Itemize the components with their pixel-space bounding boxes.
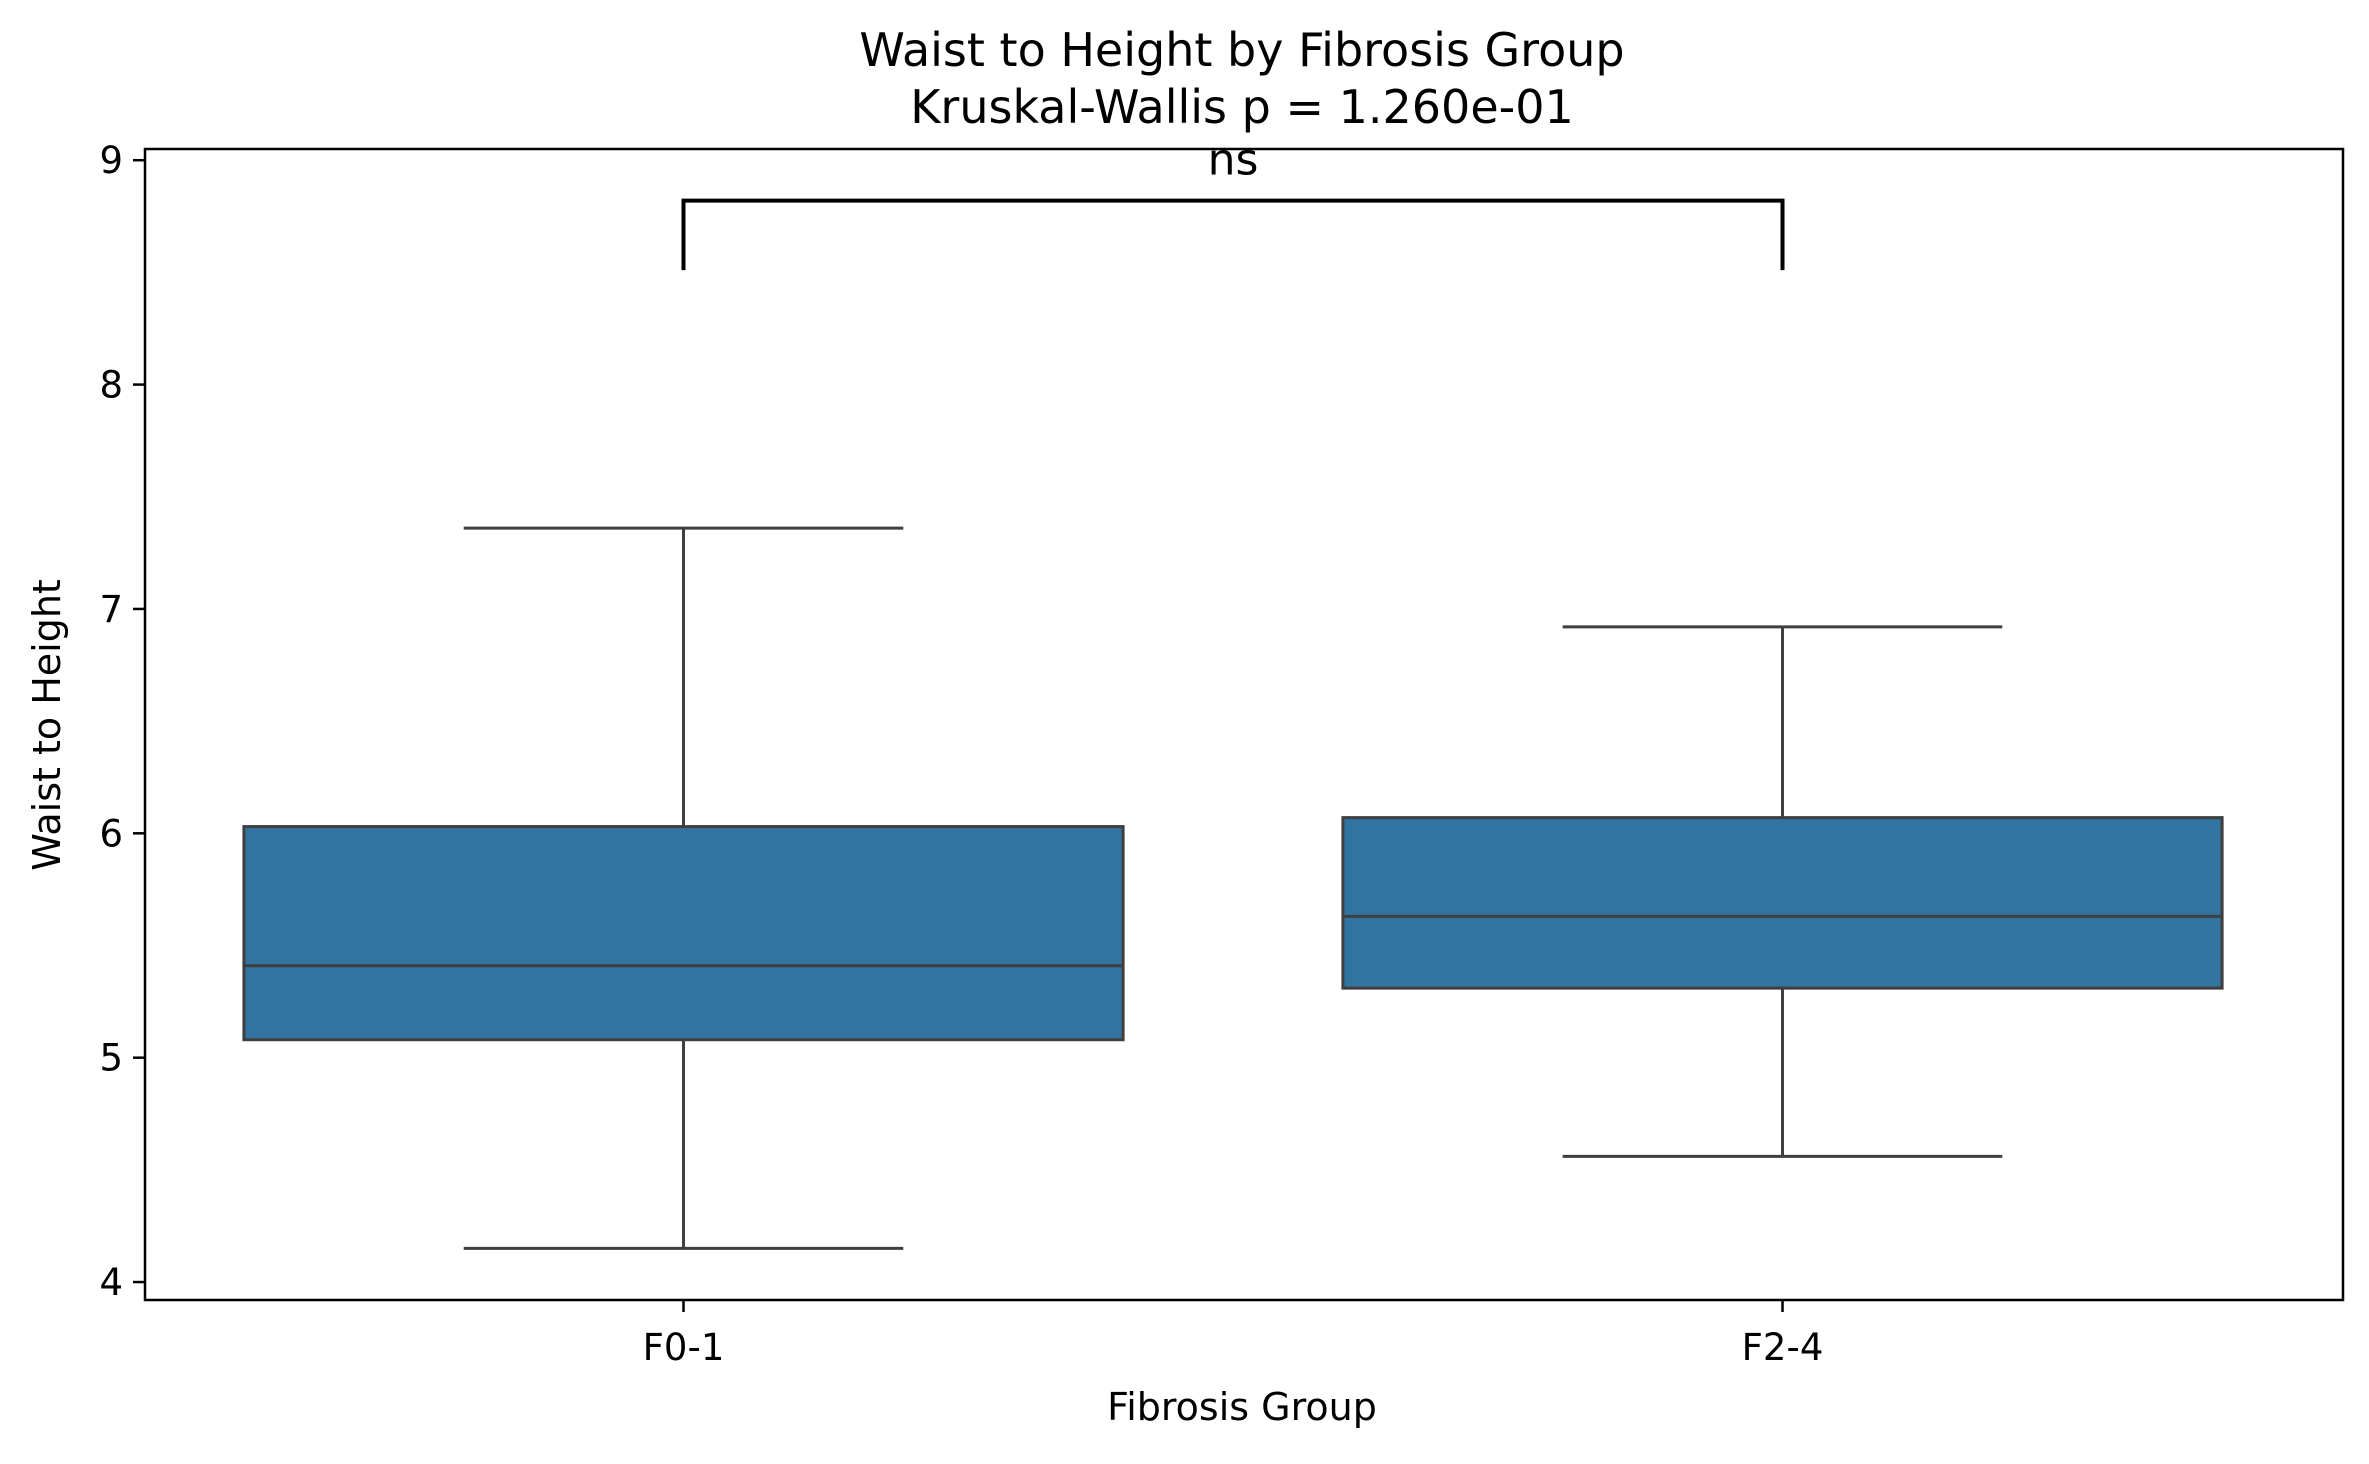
plot-frame: [143, 147, 2345, 1302]
y-tick-label: 6: [99, 812, 123, 855]
x-tick-label: F2-4: [1742, 1326, 1824, 1369]
y-tick-label: 4: [99, 1261, 123, 1304]
y-tick-label: 5: [99, 1037, 123, 1080]
box-f0-1: [242, 825, 1125, 1042]
box-f2-4: [1341, 816, 2224, 990]
y-tick-label: 8: [99, 364, 123, 407]
chart-subtitle: Kruskal-Wallis p = 1.260e-01: [910, 80, 1574, 134]
significance-bracket: [681, 198, 1785, 271]
x-axis-label: Fibrosis Group: [1107, 1385, 1377, 1429]
y-tick-label: 7: [99, 588, 123, 631]
y-tick-label: 9: [99, 139, 123, 182]
plot-area: ns 4 5 6 7 8 9 F0-1 F2-4: [99, 135, 2345, 1369]
chart-title: Waist to Height by Fibrosis Group: [859, 23, 1624, 77]
y-axis-label: Waist to Height: [25, 579, 69, 871]
x-tick-label: F0-1: [643, 1326, 725, 1369]
significance-label: ns: [1208, 135, 1259, 186]
